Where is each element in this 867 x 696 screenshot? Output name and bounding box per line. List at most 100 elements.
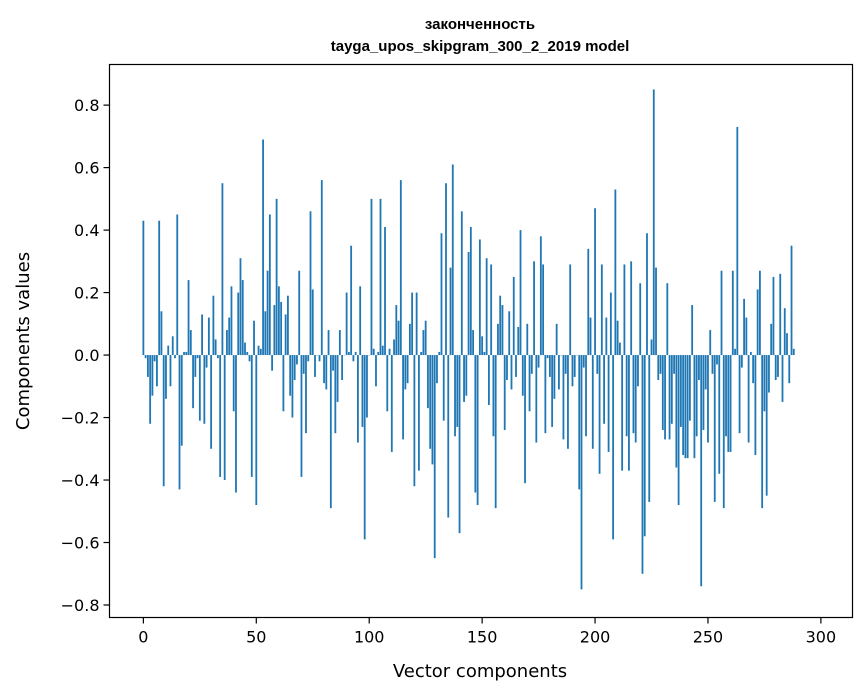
bar-51 bbox=[257, 345, 260, 356]
y-axis-label: Components values bbox=[13, 252, 34, 430]
bar-62 bbox=[282, 355, 285, 412]
bar-229 bbox=[659, 355, 662, 374]
bar-163 bbox=[510, 355, 513, 390]
bar-208 bbox=[612, 355, 615, 540]
bar-35 bbox=[221, 183, 224, 356]
y-tick-label-0: −0.8 bbox=[61, 596, 100, 615]
bar-83 bbox=[329, 355, 332, 509]
bar-239 bbox=[682, 355, 685, 456]
bar-150 bbox=[481, 336, 484, 356]
bar-179 bbox=[546, 355, 549, 359]
bar-235 bbox=[673, 355, 675, 374]
bar-234 bbox=[670, 355, 673, 424]
bar-34 bbox=[219, 355, 222, 477]
bar-39 bbox=[230, 286, 233, 356]
bar-181 bbox=[551, 355, 554, 427]
bar-134 bbox=[445, 183, 447, 356]
bar-102 bbox=[372, 348, 375, 356]
bar-221 bbox=[641, 355, 644, 574]
bar-159 bbox=[501, 305, 504, 356]
bar-80 bbox=[323, 355, 325, 384]
bar-175 bbox=[537, 355, 540, 368]
bar-242 bbox=[688, 355, 691, 421]
bar-122 bbox=[417, 355, 420, 471]
bar-240 bbox=[684, 355, 687, 459]
bar-128 bbox=[431, 355, 434, 465]
bar-106 bbox=[381, 345, 384, 356]
bar-190 bbox=[571, 355, 574, 387]
bar-227 bbox=[655, 267, 657, 356]
bar-272 bbox=[756, 289, 759, 356]
bar-30 bbox=[210, 355, 213, 449]
bar-182 bbox=[553, 355, 556, 399]
bar-65 bbox=[289, 355, 292, 396]
bar-98 bbox=[363, 355, 366, 540]
bar-8 bbox=[160, 311, 163, 356]
bar-37 bbox=[226, 330, 228, 356]
bar-280 bbox=[774, 355, 777, 381]
bar-213 bbox=[623, 264, 626, 356]
bar-266 bbox=[743, 298, 746, 356]
bar-173 bbox=[533, 261, 535, 356]
y-tick-label-7: 0.6 bbox=[74, 159, 99, 178]
bar-145 bbox=[469, 226, 472, 356]
bar-63 bbox=[284, 314, 287, 356]
bar-108 bbox=[386, 355, 389, 412]
bar-72 bbox=[305, 355, 307, 434]
bar-13 bbox=[171, 336, 174, 356]
bar-74 bbox=[309, 211, 312, 356]
bar-12 bbox=[169, 355, 172, 387]
bar-164 bbox=[512, 276, 515, 356]
bar-2 bbox=[146, 355, 149, 377]
bar-287 bbox=[790, 245, 793, 356]
bar-140 bbox=[458, 355, 461, 534]
bar-46 bbox=[246, 351, 249, 356]
bar-75 bbox=[311, 289, 314, 356]
bar-118 bbox=[408, 323, 411, 356]
bar-73 bbox=[307, 355, 310, 362]
bar-10 bbox=[165, 355, 167, 399]
bar-20 bbox=[187, 280, 190, 356]
bar-284 bbox=[783, 308, 786, 356]
bar-40 bbox=[232, 355, 235, 412]
bar-49 bbox=[253, 320, 255, 356]
x-tick-label-0: 0 bbox=[138, 628, 148, 647]
bar-183 bbox=[555, 323, 558, 356]
bar-88 bbox=[341, 355, 344, 381]
bar-207 bbox=[609, 292, 612, 356]
bar-241 bbox=[686, 355, 689, 459]
bar-195 bbox=[582, 355, 585, 368]
bar-250 bbox=[707, 355, 709, 443]
bar-278 bbox=[770, 323, 773, 356]
bar-178 bbox=[544, 355, 547, 434]
bar-133 bbox=[442, 355, 445, 421]
bar-28 bbox=[205, 355, 208, 368]
bar-160 bbox=[503, 355, 506, 431]
bar-255 bbox=[718, 355, 721, 474]
bar-251 bbox=[709, 330, 712, 356]
bar-124 bbox=[422, 330, 425, 356]
bar-16 bbox=[178, 355, 181, 490]
bar-7 bbox=[158, 220, 161, 356]
x-tick-label-6: 300 bbox=[806, 628, 837, 647]
bar-142 bbox=[463, 355, 465, 402]
bar-111 bbox=[393, 339, 395, 356]
x-ticks: 0 50 100 150 200 250 300 bbox=[138, 617, 837, 647]
bar-258 bbox=[725, 355, 727, 437]
bar-45 bbox=[244, 342, 246, 356]
bar-32 bbox=[214, 339, 217, 356]
bar-267 bbox=[745, 317, 748, 356]
bar-53 bbox=[262, 139, 264, 356]
bar-225 bbox=[650, 339, 653, 356]
bar-3 bbox=[149, 355, 152, 424]
bar-217 bbox=[632, 355, 635, 434]
chart-title: законченность bbox=[425, 16, 535, 33]
bar-238 bbox=[679, 355, 682, 427]
bar-210 bbox=[616, 320, 619, 356]
bar-58 bbox=[273, 305, 276, 356]
bar-93 bbox=[352, 355, 355, 362]
bar-233 bbox=[668, 355, 671, 440]
bar-177 bbox=[542, 264, 545, 356]
bar-228 bbox=[657, 355, 660, 381]
bar-260 bbox=[729, 355, 732, 452]
